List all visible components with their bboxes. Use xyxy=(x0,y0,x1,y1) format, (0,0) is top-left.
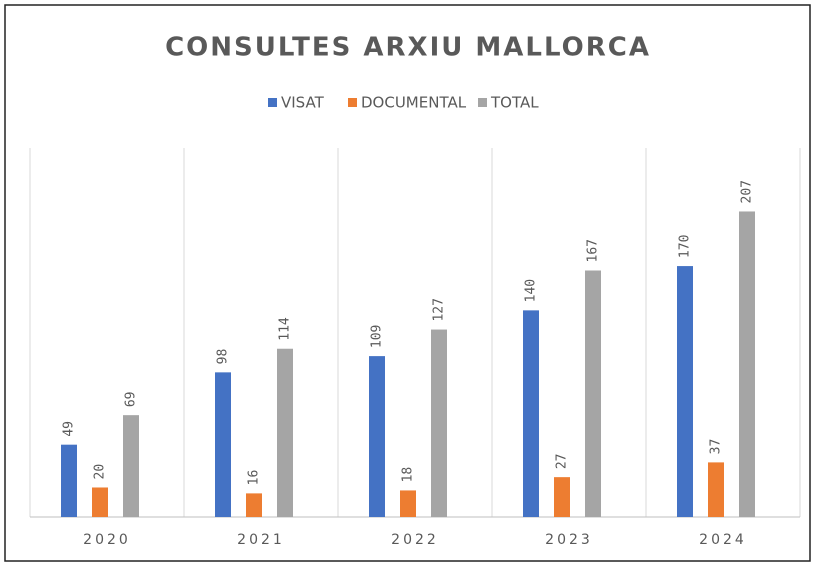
data-label: 170 xyxy=(678,235,693,258)
bar xyxy=(677,266,693,517)
legend-label: TOTAL xyxy=(490,94,539,112)
bar xyxy=(708,462,724,517)
data-label: 18 xyxy=(401,467,416,483)
data-label: 114 xyxy=(278,317,293,341)
data-label: 37 xyxy=(709,439,724,455)
data-label: 109 xyxy=(370,325,385,348)
bar xyxy=(739,211,755,517)
bar xyxy=(431,329,447,517)
x-tick-label: 2022 xyxy=(391,532,439,548)
chart-title: CONSULTES ARXIU MALLORCA xyxy=(165,33,651,63)
data-label: 20 xyxy=(93,464,108,480)
data-label: 98 xyxy=(216,349,231,365)
chart-frame xyxy=(4,4,811,562)
bar xyxy=(523,310,539,517)
legend-swatch xyxy=(348,98,357,107)
bar xyxy=(123,415,139,517)
data-label: 207 xyxy=(740,180,755,203)
x-tick-label: 2021 xyxy=(237,532,285,548)
bar xyxy=(92,487,108,517)
data-label: 127 xyxy=(432,298,447,321)
x-tick-label: 2024 xyxy=(699,532,747,548)
legend-swatch xyxy=(478,98,487,107)
x-tick-label: 2020 xyxy=(83,532,131,548)
legend-label: VISAT xyxy=(281,94,325,112)
bar xyxy=(400,490,416,517)
data-label: 69 xyxy=(124,391,139,407)
data-label: 140 xyxy=(524,279,539,302)
bar xyxy=(369,356,385,517)
data-label: 49 xyxy=(62,421,77,437)
data-label: 167 xyxy=(586,239,601,262)
legend-swatch xyxy=(268,98,277,107)
bar xyxy=(277,348,293,517)
data-label: 27 xyxy=(555,453,570,469)
bar xyxy=(215,372,231,517)
legend-label: DOCUMENTAL xyxy=(361,94,467,112)
bar xyxy=(61,444,77,517)
data-label: 16 xyxy=(247,470,262,486)
bar xyxy=(585,270,601,517)
bar xyxy=(554,477,570,517)
bar xyxy=(246,493,262,517)
x-tick-label: 2023 xyxy=(545,532,593,548)
